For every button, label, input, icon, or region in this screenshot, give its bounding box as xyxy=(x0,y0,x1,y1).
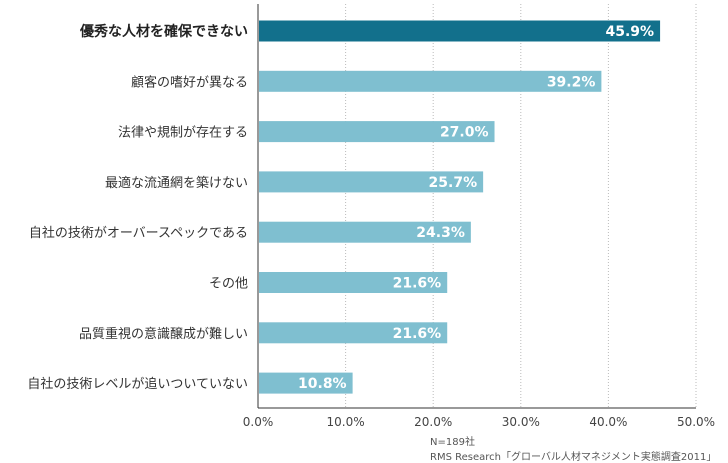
data-label: 27.0% xyxy=(440,125,489,141)
category-label: 自社の技術がオーバースペックである xyxy=(29,225,248,241)
bar xyxy=(259,272,448,293)
data-label: 39.2% xyxy=(547,74,596,90)
x-tick-label: 20.0% xyxy=(414,415,452,429)
source-note: RMS Research「グローバル人材マネジメント実態調査2011」 xyxy=(430,452,717,463)
x-tick-label: 10.0% xyxy=(327,415,365,429)
category-label: 自社の技術レベルが追いついていない xyxy=(27,376,248,392)
bar xyxy=(259,121,495,143)
category-label: 最適な流通網を築けない xyxy=(105,175,248,191)
bar xyxy=(259,221,471,243)
category-label: 優秀な人材を確保できない xyxy=(79,23,248,40)
data-label: 25.7% xyxy=(429,175,478,191)
category-label: 品質重視の意識醸成が難しい xyxy=(79,326,248,342)
data-label: 10.8% xyxy=(298,376,347,392)
data-label: 24.3% xyxy=(416,225,465,241)
data-label: 21.6% xyxy=(393,276,442,292)
bar xyxy=(259,322,448,344)
category-label: 顧客の嗜好が異なる xyxy=(131,74,248,90)
data-label: 45.9% xyxy=(606,24,655,40)
x-tick-label: 50.0% xyxy=(677,415,715,429)
bar xyxy=(259,20,661,42)
category-label: 法律や規制が存在する xyxy=(118,126,248,141)
sample-size-note: N=189社 xyxy=(430,437,475,448)
bar xyxy=(259,171,484,193)
x-tick-label: 0.0% xyxy=(243,415,274,429)
bar xyxy=(259,372,353,394)
bar xyxy=(259,70,602,92)
category-label: その他 xyxy=(209,277,248,292)
x-tick-label: 30.0% xyxy=(502,415,540,429)
data-label: 21.6% xyxy=(393,326,442,342)
x-tick-label: 40.0% xyxy=(589,415,627,429)
